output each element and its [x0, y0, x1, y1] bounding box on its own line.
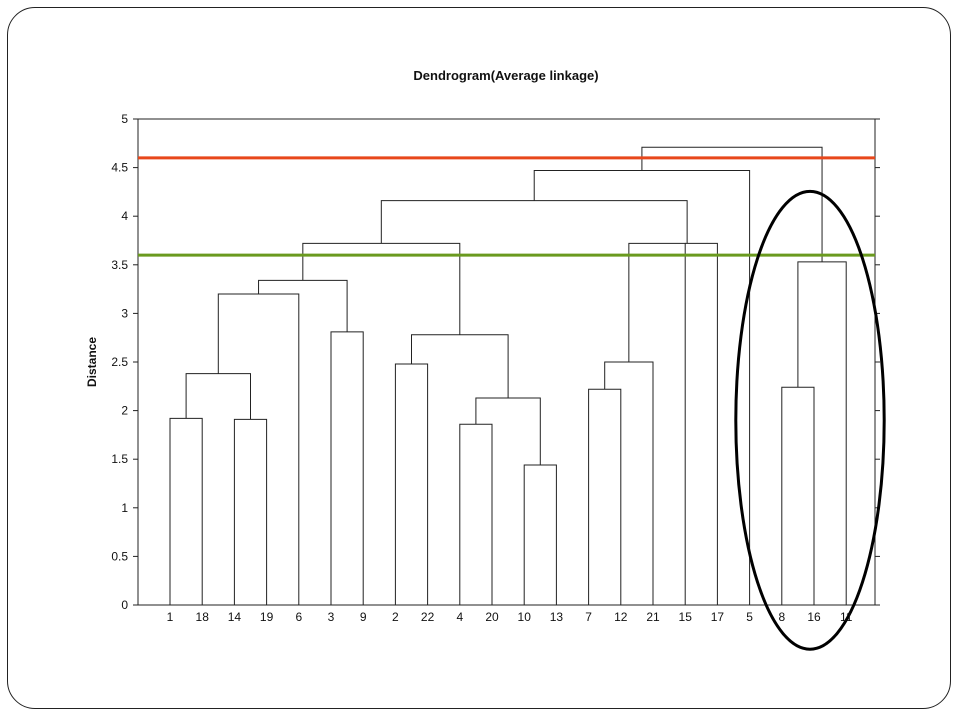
dendrogram-link — [588, 388, 622, 605]
dendrogram-link — [685, 242, 718, 605]
y-tick-label: 1.5 — [111, 452, 128, 466]
leaf-label: 6 — [295, 610, 302, 624]
leaf-label: 7 — [585, 610, 592, 624]
leaf-label: 9 — [360, 610, 367, 624]
leaf-label: 11 — [840, 610, 853, 624]
dendrogram-link — [628, 242, 686, 605]
leaf-label: 16 — [807, 610, 821, 624]
leaf-label: 19 — [260, 610, 274, 624]
leaf-label: 20 — [485, 610, 499, 624]
leaf-label: 17 — [711, 610, 725, 624]
leaf-label: 22 — [421, 610, 435, 624]
dendrogram-link — [330, 331, 364, 605]
y-tick-label: 4.5 — [111, 161, 128, 175]
y-tick-label: 2.5 — [111, 355, 128, 369]
y-tick-label: 1 — [121, 501, 128, 515]
leaf-label: 4 — [456, 610, 463, 624]
leaf-label: 8 — [778, 610, 785, 624]
y-tick-label: 3.5 — [111, 258, 128, 272]
leaf-label: 15 — [679, 610, 693, 624]
dendrogram-link — [380, 200, 688, 244]
leaf-label: 21 — [646, 610, 660, 624]
leaf-label: 18 — [196, 610, 210, 624]
dendrogram-link — [604, 361, 654, 605]
dendrogram-link — [217, 293, 300, 605]
chart-title: Dendrogram(Average linkage) — [413, 68, 598, 83]
leaf-label: 10 — [518, 610, 532, 624]
leaf-label: 2 — [392, 610, 399, 624]
leaf-label: 1 — [167, 610, 174, 624]
plot-area-border — [137, 118, 876, 606]
y-tick-label: 4 — [121, 209, 128, 223]
highlight-ellipse — [734, 189, 886, 651]
dendrogram-link — [394, 363, 429, 605]
leaf-label: 14 — [228, 610, 242, 624]
dendrogram-link — [523, 464, 557, 605]
dendrogram-link — [185, 373, 251, 420]
y-axis-label: Distance — [85, 337, 99, 387]
dendrogram-link — [797, 261, 847, 605]
dendrogram-link — [781, 386, 815, 605]
dendrogram-link — [258, 279, 348, 332]
dendrogram-link — [169, 417, 203, 605]
dendrogram-link — [302, 242, 461, 335]
dendrogram-link — [459, 423, 493, 605]
y-tick-label: 2 — [121, 404, 128, 418]
y-tick-label: 5 — [121, 112, 128, 126]
slide-frame — [7, 7, 951, 709]
axes: 0 0.5 1 1.5 2 2.5 3 3.5 4 4.5 5 — [111, 112, 880, 612]
leaf-labels: 1 18 14 19 6 3 9 2 22 4 20 10 13 7 12 21 15 17 5 8 16 11 — [167, 610, 853, 624]
dendrogram-link — [233, 418, 268, 605]
leaf-label: 13 — [550, 610, 564, 624]
cluster-highlight — [734, 189, 886, 651]
y-tick-label: 0 — [121, 598, 128, 612]
dendrogram-link — [641, 146, 823, 262]
reference-lines — [138, 156, 875, 257]
leaf-label: 3 — [328, 610, 335, 624]
y-tick-label: 3 — [121, 306, 128, 320]
dendrogram-links — [169, 146, 847, 605]
leaf-label: 12 — [614, 610, 628, 624]
dendrogram-link — [475, 397, 541, 466]
y-tick-label: 0.5 — [111, 549, 128, 563]
dendrogram-link — [411, 334, 509, 398]
leaf-label: 5 — [746, 610, 753, 624]
